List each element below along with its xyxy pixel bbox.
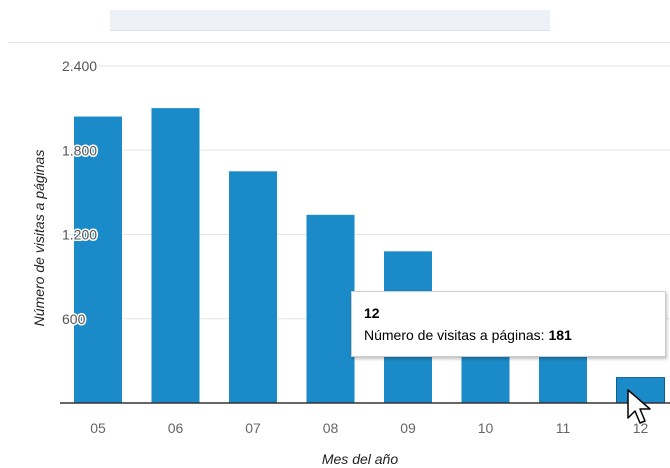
tick-labels: 600 1.200 1.800 2.400 05 06 07 08 09 10 11 12 bbox=[61, 57, 649, 437]
bar-12[interactable] bbox=[616, 377, 665, 404]
tooltip-label: Número de visitas a páginas: bbox=[364, 327, 545, 343]
bar-08[interactable] bbox=[306, 214, 355, 403]
arrow-cursor-icon bbox=[627, 389, 651, 424]
x-tick-label: 09 bbox=[400, 420, 416, 436]
x-tick-label: 05 bbox=[90, 420, 106, 436]
x-tick-label: 06 bbox=[168, 420, 184, 436]
y-tick-label: 1.200 bbox=[62, 227, 97, 243]
bar-07[interactable] bbox=[229, 171, 277, 403]
y-tick-label: 600 bbox=[62, 311, 86, 327]
x-tick-label: 10 bbox=[478, 420, 494, 436]
chart-header-strip bbox=[110, 10, 550, 31]
x-axis-title: Mes del año bbox=[322, 451, 398, 467]
bar-05[interactable] bbox=[74, 116, 122, 404]
x-tick-label: 07 bbox=[245, 420, 261, 436]
bar-tooltip: 12 Número de visitas a páginas: 181 bbox=[351, 291, 666, 357]
bar-06[interactable] bbox=[151, 108, 200, 403]
y-tick-label: 2.400 bbox=[62, 58, 97, 74]
x-tick-label: 11 bbox=[556, 420, 571, 436]
chart-top-divider bbox=[8, 42, 670, 43]
tooltip-title: 12 bbox=[364, 305, 380, 321]
x-tick-label: 12 bbox=[633, 420, 649, 436]
bars bbox=[74, 108, 665, 404]
x-tick-label: 08 bbox=[323, 420, 339, 436]
tooltip-body: Número de visitas a páginas: 181 bbox=[364, 324, 653, 346]
tooltip-value: 181 bbox=[548, 327, 572, 343]
y-axis-title: Número de visitas a páginas bbox=[31, 150, 47, 327]
y-tick-label: 1.800 bbox=[62, 142, 97, 158]
